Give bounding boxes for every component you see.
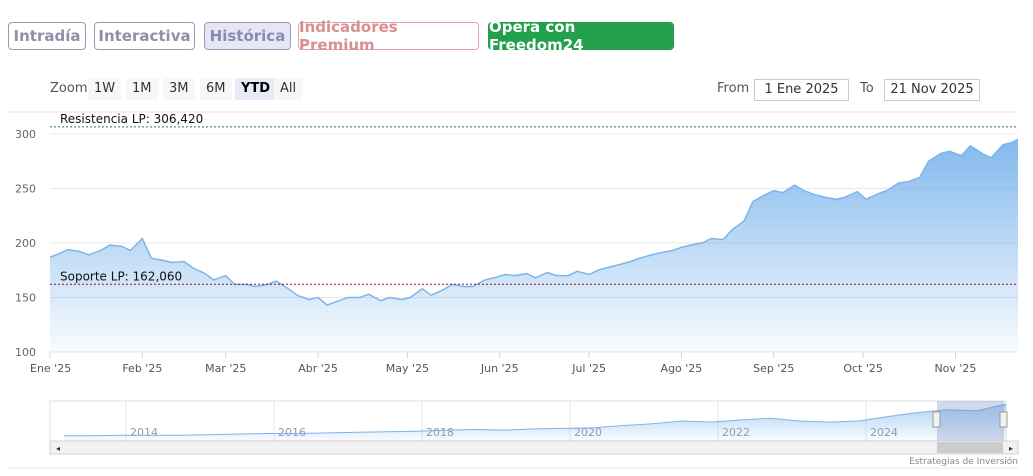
x-tick-label: Sep '25 xyxy=(753,362,794,375)
zoom-6m-button[interactable]: 6M xyxy=(200,78,232,100)
x-tick-label: Feb '25 xyxy=(122,362,162,375)
scroll-right-arrow: ▸ xyxy=(1009,444,1013,453)
zoom-all-button[interactable]: All xyxy=(274,78,303,100)
x-tick-label: Ene '25 xyxy=(30,362,71,375)
y-tick-label: 150 xyxy=(15,291,36,304)
x-tick-label: Jun '25 xyxy=(480,362,519,375)
navigator-mask xyxy=(937,401,1004,441)
navigator-year-label: 2016 xyxy=(278,426,306,439)
scrollbar xyxy=(49,440,1019,455)
zoom-3m-button[interactable]: 3M xyxy=(163,78,195,100)
navigator-line xyxy=(64,403,1007,437)
y-tick-label: 100 xyxy=(15,346,36,359)
from-date-input[interactable]: 1 Ene 2025 xyxy=(754,79,849,101)
navigator-year-label: 2024 xyxy=(870,426,898,439)
x-tick-label: May '25 xyxy=(386,362,429,375)
tab-indicadores-premium[interactable]: Indicadores Premium xyxy=(298,18,479,54)
price-area xyxy=(50,139,1018,352)
resistance-label: Resistencia LP: 306,420 xyxy=(60,112,203,126)
navigator-handle xyxy=(999,411,1008,428)
x-tick-label: Nov '25 xyxy=(934,362,976,375)
support-label: Soporte LP: 162,060 xyxy=(60,269,182,283)
x-tick-label: Jul '25 xyxy=(571,362,606,375)
x-tick-label: Abr '25 xyxy=(298,362,338,375)
zoom-1w-button[interactable]: 1W xyxy=(88,78,122,100)
tab-intradia[interactable]: Intradía xyxy=(8,22,86,50)
navigator-handle xyxy=(932,411,941,428)
from-label: From xyxy=(717,81,750,96)
y-tick-label: 300 xyxy=(15,128,36,141)
to-date-input[interactable]: 21 Nov 2025 xyxy=(884,79,980,101)
navigator-year-label: 2022 xyxy=(722,426,750,439)
zoom-label: Zoom xyxy=(50,81,88,96)
y-tick-label: 200 xyxy=(15,237,36,250)
navigator-area xyxy=(64,404,1006,441)
scroll-left-arrow: ◂ xyxy=(56,444,60,453)
tab-opera-freedom24[interactable]: Opera con Freedom24 xyxy=(488,18,674,54)
zoom-ytd-button[interactable]: YTD xyxy=(235,78,277,100)
y-tick-label: 250 xyxy=(15,182,36,195)
price-line xyxy=(49,138,1019,306)
x-tick-label: Oct '25 xyxy=(843,362,883,375)
tab-interactiva[interactable]: Interactiva xyxy=(94,22,195,50)
x-tick-label: Mar '25 xyxy=(205,362,246,375)
navigator-year-label: 2014 xyxy=(130,426,158,439)
to-label: To xyxy=(860,81,874,96)
navigator xyxy=(49,400,1007,442)
tab-historica[interactable]: Histórica xyxy=(204,22,291,50)
navigator-year-label: 2020 xyxy=(574,426,602,439)
navigator-year-label: 2018 xyxy=(426,426,454,439)
credit-label: Estrategias de Inversión xyxy=(909,456,1018,467)
x-tick-label: Ago '25 xyxy=(661,362,703,375)
zoom-1m-button[interactable]: 1M xyxy=(126,78,158,100)
scrollbar-thumb xyxy=(937,442,1003,453)
